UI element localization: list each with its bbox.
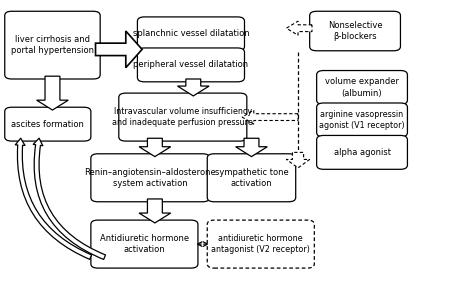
FancyArrowPatch shape <box>15 138 91 259</box>
Text: Intravascular volume insufficiency
and inadequate perfusion pressure: Intravascular volume insufficiency and i… <box>112 107 253 127</box>
Polygon shape <box>139 199 171 223</box>
FancyBboxPatch shape <box>317 103 408 137</box>
Polygon shape <box>242 110 298 124</box>
FancyBboxPatch shape <box>137 48 245 82</box>
Text: liver cirrhosis and
portal hypertension: liver cirrhosis and portal hypertension <box>11 35 94 55</box>
Text: Nonselective
β-blockers: Nonselective β-blockers <box>328 21 383 41</box>
FancyBboxPatch shape <box>310 11 401 51</box>
Text: Renin–angiotensin–aldosterone
system activation: Renin–angiotensin–aldosterone system act… <box>84 168 216 188</box>
FancyBboxPatch shape <box>207 220 314 268</box>
Text: alpha agonist: alpha agonist <box>334 148 391 157</box>
Polygon shape <box>286 21 312 35</box>
Polygon shape <box>236 138 267 157</box>
Text: arginine vasopressin
agonist (V1 receptor): arginine vasopressin agonist (V1 recepto… <box>319 110 405 130</box>
Polygon shape <box>96 31 142 68</box>
Polygon shape <box>286 152 310 168</box>
FancyBboxPatch shape <box>137 17 245 51</box>
FancyBboxPatch shape <box>317 135 408 169</box>
FancyBboxPatch shape <box>207 154 296 202</box>
FancyBboxPatch shape <box>91 220 198 268</box>
FancyBboxPatch shape <box>119 93 247 141</box>
Text: peripheral vessel dilatation: peripheral vessel dilatation <box>133 60 248 69</box>
Text: ascites formation: ascites formation <box>11 120 84 129</box>
Text: volume expander
(albumin): volume expander (albumin) <box>325 78 399 97</box>
Polygon shape <box>139 138 171 157</box>
FancyBboxPatch shape <box>5 11 100 79</box>
FancyBboxPatch shape <box>91 154 210 202</box>
FancyArrowPatch shape <box>33 138 106 259</box>
FancyBboxPatch shape <box>5 107 91 141</box>
Text: splanchnic vessel dilatation: splanchnic vessel dilatation <box>133 29 249 38</box>
Polygon shape <box>36 76 68 110</box>
Polygon shape <box>177 79 209 96</box>
Text: Antidiuretic hormone
activation: Antidiuretic hormone activation <box>100 234 189 254</box>
Text: antidiuretic hormone
antagonist (V2 receptor): antidiuretic hormone antagonist (V2 rece… <box>211 234 310 254</box>
FancyBboxPatch shape <box>317 70 408 104</box>
Text: sympathetic tone
activation: sympathetic tone activation <box>215 168 288 188</box>
